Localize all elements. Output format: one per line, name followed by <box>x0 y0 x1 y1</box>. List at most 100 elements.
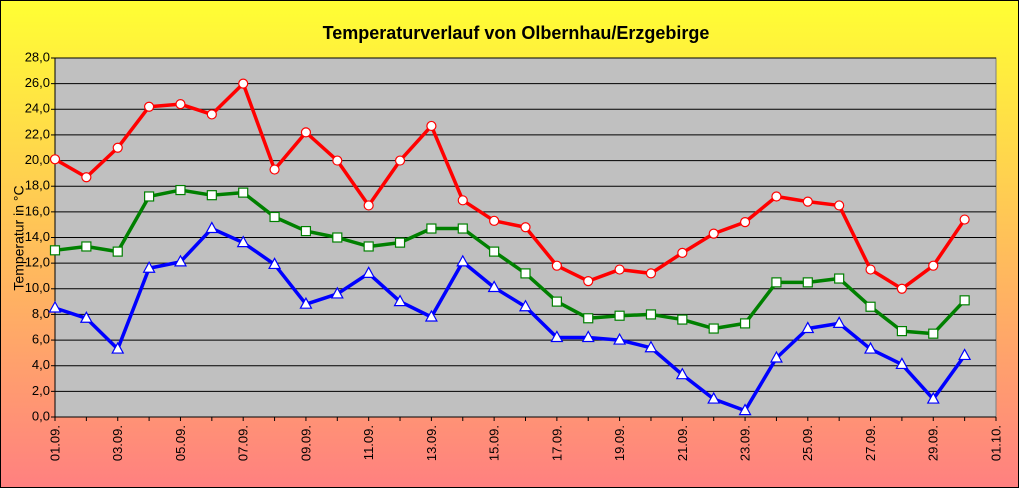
y-tick-label: 8,0 <box>32 306 50 321</box>
point <box>206 109 217 120</box>
point <box>645 268 657 279</box>
y-tick-label: 14,0 <box>25 229 50 244</box>
point <box>394 155 406 166</box>
point <box>142 261 156 273</box>
x-tick-label: 09.09. <box>298 425 313 461</box>
series-line <box>54 226 967 413</box>
point <box>959 214 970 225</box>
point <box>424 309 438 322</box>
chart-title: Temperaturverlauf von Olbernhau/Erzgebir… <box>323 23 710 43</box>
point <box>739 217 751 228</box>
x-tick-label: 13.09. <box>424 425 439 461</box>
y-tick-label: 20,0 <box>25 152 50 167</box>
x-tick-label: 19.09. <box>612 425 627 461</box>
y-tick-label: 18,0 <box>25 178 50 193</box>
point <box>332 232 343 243</box>
point <box>332 155 343 166</box>
point <box>959 295 970 306</box>
point <box>675 367 689 380</box>
point <box>111 341 125 354</box>
y-tick-label: 24,0 <box>25 101 50 116</box>
y-tick-label: 10,0 <box>25 280 50 295</box>
y-tick-label: 22,0 <box>25 126 50 141</box>
point <box>613 332 627 345</box>
y-axis-label: Temperatur in °C <box>11 185 27 290</box>
point <box>112 142 123 153</box>
series-line <box>54 81 967 291</box>
point <box>456 254 470 267</box>
point <box>394 237 406 248</box>
point <box>834 200 845 211</box>
point <box>144 191 155 202</box>
point <box>330 286 344 299</box>
point <box>896 325 908 337</box>
x-tick-label: 21.09. <box>675 425 690 461</box>
point <box>300 127 312 138</box>
point <box>363 241 374 252</box>
x-tick-label: 27.09. <box>863 425 878 461</box>
point <box>81 241 92 252</box>
point <box>520 222 531 233</box>
y-tick-label: 26,0 <box>25 75 50 90</box>
point <box>644 340 658 353</box>
point <box>801 321 815 334</box>
point <box>173 254 187 267</box>
point <box>928 260 939 271</box>
series-line <box>54 188 966 336</box>
point <box>832 316 846 329</box>
point <box>896 283 908 294</box>
point <box>362 266 376 278</box>
point <box>928 328 939 339</box>
point <box>520 268 531 279</box>
point <box>551 260 562 271</box>
point <box>81 172 92 183</box>
point <box>299 296 313 309</box>
point <box>958 348 972 361</box>
x-tick-label: 01.10. <box>988 425 1003 461</box>
y-tick-label: 12,0 <box>25 255 50 270</box>
point <box>206 190 217 201</box>
x-tick-label: 03.09. <box>110 425 125 461</box>
point <box>238 187 249 198</box>
point <box>144 101 155 112</box>
point <box>363 200 374 211</box>
x-tick-label: 29.09. <box>926 425 941 461</box>
x-tick-label: 07.09. <box>236 425 251 461</box>
point <box>895 357 909 370</box>
point <box>489 215 500 226</box>
y-tick-label: 0,0 <box>32 408 50 423</box>
point <box>926 391 940 404</box>
point <box>583 275 594 287</box>
x-tick-label: 25.09. <box>800 425 815 461</box>
x-tick-label: 23.09. <box>738 425 753 461</box>
point <box>550 330 564 343</box>
point <box>49 245 61 256</box>
point <box>205 221 219 234</box>
point <box>457 223 468 234</box>
point <box>175 184 186 196</box>
point <box>487 280 501 293</box>
y-tick-label: 2,0 <box>32 383 50 398</box>
x-tick-label: 17.09. <box>549 425 564 461</box>
point <box>268 257 282 270</box>
point <box>864 341 878 354</box>
point <box>393 294 407 307</box>
point <box>834 273 845 284</box>
x-tick-label: 05.09. <box>173 425 188 461</box>
point <box>581 330 595 343</box>
point <box>236 235 250 248</box>
point <box>802 196 813 207</box>
point <box>708 228 719 239</box>
point <box>269 211 280 223</box>
point <box>489 246 500 257</box>
point <box>708 323 719 334</box>
point <box>614 264 625 275</box>
x-tick-label: 15.09. <box>487 425 502 461</box>
point <box>865 301 876 312</box>
y-tick-label: 4,0 <box>32 357 50 372</box>
point <box>518 299 533 312</box>
point <box>583 313 594 324</box>
point <box>677 314 688 325</box>
point <box>614 310 625 321</box>
